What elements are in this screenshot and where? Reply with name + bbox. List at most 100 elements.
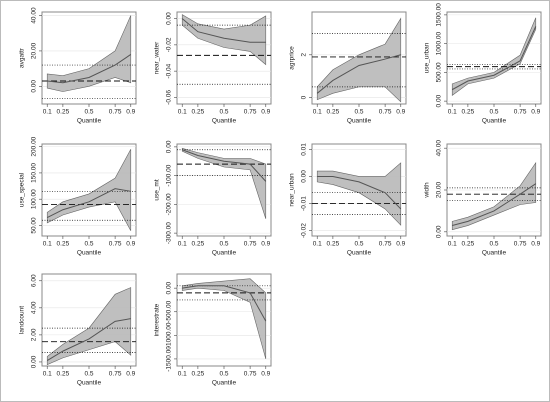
x-tick-label: 0.9: [531, 241, 540, 248]
x-tick-label: 0.5: [354, 109, 363, 116]
x-tick-label: 0.1: [43, 109, 52, 116]
x-tick-label: 0.25: [192, 371, 205, 378]
confidence-band: [316, 162, 402, 226]
y-tick-label: -0.01: [301, 196, 308, 211]
y-tick-label: 4.00: [31, 301, 38, 314]
x-axis-label: Quantile: [347, 118, 372, 125]
x-tick-label: 0.9: [396, 109, 405, 116]
coefficient-line: [452, 183, 537, 227]
x-tick-label: 0.9: [261, 241, 270, 248]
x-tick-label: 0.1: [178, 241, 187, 248]
y-tick-label: -0.04: [166, 63, 173, 78]
y-axis-label: interestrate: [154, 303, 161, 336]
confidence-band: [46, 287, 132, 366]
y-tick-label: 40.00: [31, 7, 38, 24]
x-tick-label: 0.5: [84, 241, 93, 248]
x-axis-label: Quantile: [77, 250, 102, 257]
coefficient-line: [46, 188, 131, 219]
x-axis-label: Quantile: [482, 250, 507, 257]
y-tick-label: -300.00: [166, 222, 173, 244]
y-tick-label: 40.00: [436, 140, 443, 157]
y-axis-label: width: [424, 182, 431, 199]
x-tick-label: 0.5: [489, 109, 498, 116]
y-tick-label: -0.02: [301, 223, 308, 238]
y-tick-label: 1000.00: [436, 31, 443, 55]
x-tick-label: 0.1: [178, 109, 187, 116]
coefficient-line: [182, 285, 267, 322]
y-tick-label: 150.00: [31, 163, 38, 183]
x-axis-label: Quantile: [482, 118, 507, 125]
x-tick-label: 0.25: [192, 109, 205, 116]
y-tick-label: 2: [301, 53, 308, 57]
x-tick-label: 0.25: [57, 109, 70, 116]
x-tick-label: 0.5: [354, 241, 363, 248]
coefficient-line: [47, 54, 132, 84]
x-tick-label: 0.25: [192, 241, 205, 248]
y-tick-label: -500.00: [166, 300, 173, 322]
y-tick-label: 20.00: [31, 42, 38, 59]
x-tick-label: 0.1: [43, 371, 52, 378]
x-tick-label: 0.75: [109, 371, 122, 378]
confidence-band: [181, 278, 267, 360]
y-axis-label: avgattr: [19, 47, 26, 68]
x-tick-label: 0.25: [462, 109, 475, 116]
y-axis-label: use_mt: [154, 179, 161, 201]
x-tick-label: 0.1: [313, 241, 322, 248]
coefficient-line: [316, 54, 401, 94]
x-axis-label: Quantile: [212, 250, 237, 257]
y-axis-label: agrprice: [289, 46, 296, 70]
y-tick-label: 0.00: [166, 281, 173, 294]
y-tick-label: 0.00: [166, 140, 173, 153]
x-tick-label: 0.25: [327, 241, 340, 248]
y-tick-label: 0.00: [301, 170, 308, 183]
x-tick-label: 0.9: [126, 241, 135, 248]
x-tick-label: 0.5: [84, 109, 93, 116]
y-tick-label: 0.00: [436, 225, 443, 238]
x-tick-label: 0.9: [531, 109, 540, 116]
x-axis-label: Quantile: [77, 380, 102, 387]
y-axis-label: use_urban: [424, 42, 431, 73]
y-tick-label: 2.00: [31, 328, 38, 341]
confidence-band: [46, 15, 132, 92]
x-tick-label: 0.1: [448, 109, 457, 116]
x-tick-label: 0.9: [261, 109, 270, 116]
x-tick-label: 0.9: [261, 371, 270, 378]
x-axis-label: Quantile: [212, 118, 237, 125]
x-tick-label: 0.5: [219, 109, 228, 116]
y-tick-label: -1500.00: [166, 346, 173, 372]
y-axis-label: near_water: [154, 41, 161, 74]
x-axis-label: Quantile: [77, 118, 102, 125]
x-tick-label: 0.75: [109, 241, 122, 248]
y-axis-label: near_urban: [289, 173, 296, 207]
y-tick-label: 200.00: [31, 136, 38, 156]
x-axis-label: Quantile: [212, 380, 237, 387]
y-axis-label: landcount: [19, 306, 26, 334]
x-tick-label: 0.75: [244, 371, 257, 378]
x-tick-label: 0.5: [489, 241, 498, 248]
confidence-band: [181, 147, 267, 219]
plot-frame: [446, 11, 542, 105]
x-tick-label: 0.75: [244, 241, 257, 248]
x-tick-label: 0.9: [396, 241, 405, 248]
coefficient-line: [451, 26, 537, 91]
x-tick-label: 0.75: [514, 109, 527, 116]
x-axis-label: Quantile: [347, 250, 372, 257]
y-tick-label: -0.06: [166, 90, 173, 105]
y-tick-label: 0.00: [31, 355, 38, 368]
x-tick-label: 0.5: [219, 241, 228, 248]
confidence-band: [451, 17, 537, 96]
y-tick-label: 0.00: [31, 80, 38, 93]
coefficient-line: [182, 149, 267, 182]
x-tick-label: 0.1: [178, 371, 187, 378]
x-tick-label: 0.5: [84, 371, 93, 378]
y-tick-label: -1000.00: [166, 322, 173, 348]
confidence-band: [181, 14, 267, 66]
confidence-band: [316, 17, 402, 103]
y-tick-label: 500.00: [436, 62, 443, 82]
x-tick-label: 0.75: [379, 109, 392, 116]
x-tick-label: 0.9: [126, 109, 135, 116]
x-tick-label: 0.25: [57, 371, 70, 378]
y-tick-label: 20.00: [436, 181, 443, 198]
coefficient-line: [46, 318, 131, 362]
